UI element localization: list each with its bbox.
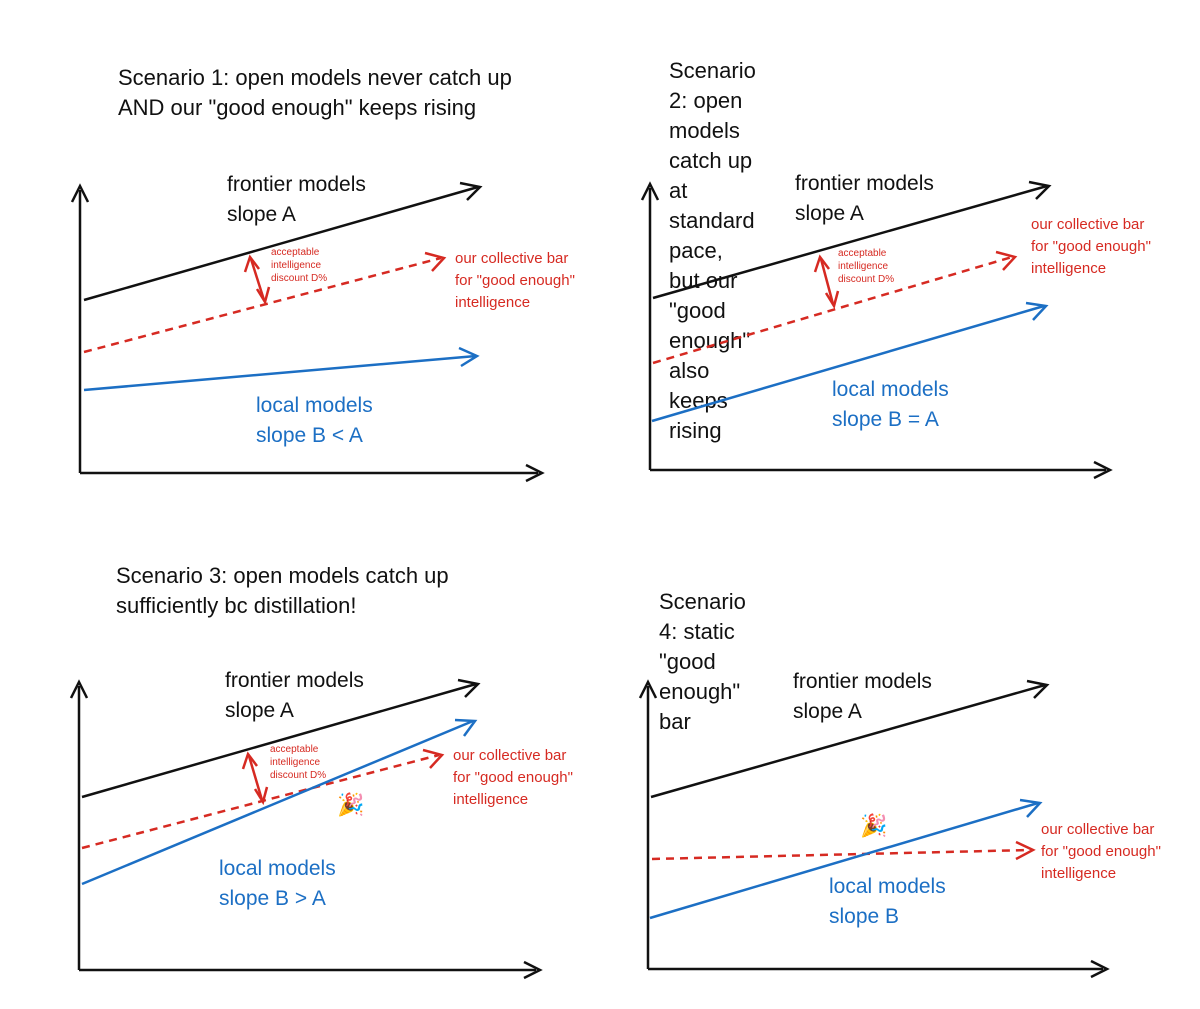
good-enough-bar-arrowhead [424, 251, 447, 272]
good-enough-bar-arrowhead [1015, 840, 1036, 861]
discount-arrow-head-top [243, 254, 260, 273]
local-models-line [651, 304, 1045, 423]
local-models-label: local models slope B [829, 875, 946, 928]
frontier-line [83, 185, 479, 302]
discount-label: acceptable intelligence discount D% [271, 247, 327, 284]
frontier-label: frontier models slope A [225, 669, 364, 722]
scenario-4-panel: Scenario 4: static "good enough" bar fro… [0, 0, 1161, 979]
scenario-1-title: Scenario 1: open models never catch up A… [118, 65, 512, 120]
y-axis-arrowhead [638, 679, 658, 699]
party-popper-icon: 🎉 [337, 792, 364, 818]
x-axis-arrowhead [1093, 460, 1113, 480]
frontier-line [652, 184, 1048, 300]
good-enough-bar-line [651, 848, 1031, 861]
y-axis-arrowhead [70, 183, 90, 203]
party-popper-icon: 🎉 [860, 813, 887, 839]
local-models-label: local models slope B < A [256, 394, 373, 447]
scenario-1-chart: frontier models slope A our collective ba… [70, 173, 575, 483]
frontier-arrowhead [459, 181, 483, 201]
good-enough-bar-line [652, 255, 1013, 365]
discount-arrow-head-top [813, 254, 830, 273]
local-models-arrowhead [458, 346, 480, 368]
good-enough-bar-label: our collective bar for "good enough" intel… [1041, 821, 1161, 882]
x-axis-arrowhead [1090, 959, 1110, 979]
local-models-line [81, 719, 474, 886]
frontier-label: frontier models slope A [795, 172, 934, 225]
local-models-line [83, 354, 477, 392]
discount-label: acceptable intelligence discount D% [838, 248, 894, 285]
frontier-arrowhead [457, 678, 481, 698]
scenario-2-chart: frontier models slope A our collective ba… [640, 172, 1151, 480]
scenario-2-panel: Scenario 2: open models catch up at stan… [0, 0, 1151, 505]
local-models-label: local models slope B > A [219, 857, 336, 910]
y-axis-arrowhead [640, 181, 660, 201]
discount-arrow-head-top [241, 751, 258, 770]
scenario-4-title: Scenario 4: static "good enough" bar [659, 589, 746, 734]
good-enough-bar-label: our collective bar for "good enough" intel… [1031, 216, 1151, 277]
scenario-3-chart: frontier models slope A our collective ba… [69, 669, 573, 980]
discount-arrow [249, 258, 266, 301]
good-enough-bar-arrowhead [422, 748, 445, 769]
discount-label: acceptable intelligence discount D% [270, 744, 326, 781]
local-models-arrowhead [1025, 301, 1049, 321]
frontier-arrowhead [1026, 679, 1050, 699]
frontier-line [650, 683, 1046, 799]
discount-arrow [819, 258, 835, 305]
discount-arrow-head-bottom [255, 286, 271, 306]
discount-arrow-head-bottom [253, 786, 269, 806]
scenario-3-title: Scenario 3: open models catch up suffici… [116, 563, 449, 618]
frontier-arrowhead [1028, 180, 1052, 200]
frontier-label: frontier models slope A [793, 670, 932, 723]
local-models-label: local models slope B = A [832, 378, 949, 431]
scenario-3-panel: Scenario 3: open models catch up suffici… [0, 0, 600, 980]
local-models-line [649, 801, 1039, 920]
x-axis-arrowhead [523, 960, 543, 980]
frontier-line [81, 682, 477, 799]
discount-arrow-head-bottom [824, 290, 840, 310]
scenario-2-title: Scenario 2: open models catch up at stan… [669, 58, 756, 443]
frontier-label: frontier models slope A [227, 173, 366, 226]
good-enough-bar-label: our collective bar for "good enough" intel… [453, 747, 573, 808]
discount-arrow [247, 755, 264, 801]
x-axis-arrowhead [525, 463, 545, 483]
y-axis-arrowhead [69, 679, 89, 699]
good-enough-bar-arrowhead [995, 250, 1018, 271]
local-models-arrowhead [454, 718, 478, 737]
good-enough-bar-label: our collective bar for "good enough" intel… [455, 250, 575, 311]
good-enough-bar-line [83, 256, 442, 354]
local-models-arrowhead [1019, 798, 1043, 818]
scenario-1-panel: Scenario 1: open models never catch up A… [0, 0, 600, 505]
good-enough-bar-line [81, 753, 440, 850]
